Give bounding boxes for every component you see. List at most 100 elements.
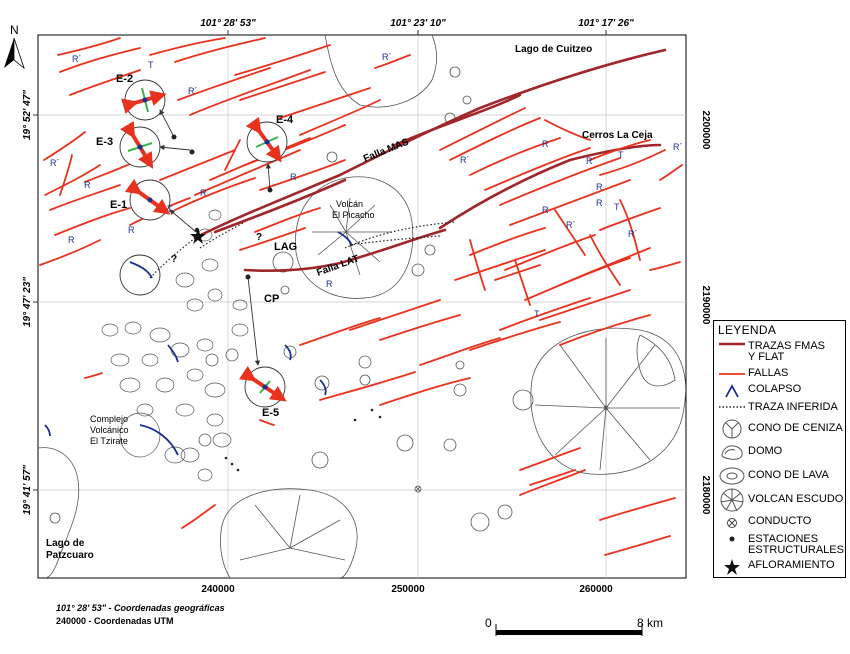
mark-question: ? xyxy=(256,232,262,243)
coord-top-1: 101° 28' 53" xyxy=(200,18,256,29)
coord-left-2: 19° 47' 23" xyxy=(22,277,33,327)
label-lago-patzcuaro-1: Lago de xyxy=(46,538,85,549)
label-tzirate-3: El Tzirate xyxy=(90,436,128,446)
coord-left-3: 19° 41' 57" xyxy=(22,465,33,515)
lago-patzcuaro-shore xyxy=(38,447,80,578)
mark-r-prime: R´ xyxy=(382,52,392,62)
label-e1: E-1 xyxy=(110,199,127,211)
mark-r-prime: R´ xyxy=(188,86,198,96)
shield-volcano-right xyxy=(530,327,686,475)
mark-r-prime: R´ xyxy=(586,156,596,166)
legend-item-cono-lava: CONO DE LAVA xyxy=(714,465,847,487)
legend-label-domo: DOMO xyxy=(748,445,783,457)
legend-item-colapso: COLAPSO xyxy=(714,381,847,401)
mark-r: R xyxy=(200,188,207,198)
grid-lines xyxy=(38,35,686,578)
mark-r-prime: R´ xyxy=(50,158,60,168)
mark-r: R xyxy=(542,139,549,149)
label-lago-patzcuaro-2: Patzcuaro xyxy=(46,550,94,561)
conduit-icon xyxy=(727,518,737,528)
cinder-cone-icon xyxy=(722,419,742,439)
mark-r: R xyxy=(596,182,603,192)
mark-r-prime: R´ xyxy=(72,54,82,64)
label-cerros-la-ceja: Cerros La Ceja xyxy=(582,130,653,141)
mark-r: R xyxy=(68,235,75,245)
station-connectors xyxy=(159,109,272,366)
dome-icon xyxy=(721,445,743,460)
collapse-triangle-icon xyxy=(725,384,739,398)
mark-r-prime: R´ xyxy=(566,220,576,230)
utm-right-1: 2200000 xyxy=(700,111,711,150)
station-dot-icon xyxy=(729,536,735,542)
label-e3: E-3 xyxy=(96,136,113,148)
label-tzirate-2: Volcánico xyxy=(90,425,129,435)
legend-item-inferida: TRAZA INFERIDA xyxy=(714,399,847,419)
mark-r: R xyxy=(84,180,91,190)
lago-cuitzeo-shore xyxy=(324,35,437,108)
legend-item-fmas: TRAZAS FMAS Y FLAT xyxy=(714,338,847,364)
coord-top-3: 101° 17' 26" xyxy=(578,18,634,29)
conduits xyxy=(414,485,422,493)
label-e5: E-5 xyxy=(262,407,279,419)
mark-r: R xyxy=(596,198,603,208)
mark-r-prime: R´ xyxy=(673,142,683,152)
legend-label-estaciones: ESTACIONES ESTRUCTURALES xyxy=(748,533,844,556)
utm-right-3: 2180000 xyxy=(700,476,711,515)
collapse-scarps xyxy=(44,231,353,456)
legend-item-estaciones: ESTACIONES ESTRUCTURALES xyxy=(714,531,847,557)
mark-r: R xyxy=(290,172,297,182)
north-arrow xyxy=(4,37,25,70)
footer-utm-note: 240000 - Coordenadas UTM xyxy=(56,616,174,626)
mark-t: T xyxy=(148,60,154,70)
afloramiento-star xyxy=(190,228,206,244)
mark-r-prime: R´ xyxy=(628,229,638,239)
legend-label-volcan-escudo: VOLCAN ESCUDO xyxy=(748,493,844,505)
label-tzirate-1: Complejo xyxy=(90,414,128,424)
legend-label-afloramiento: AFLORAMIENTO xyxy=(748,559,835,571)
label-e2: E-2 xyxy=(116,73,133,85)
label-lago-cuitzeo: Lago de Cuitzeo xyxy=(515,44,592,55)
legend-item-fallas: FALLAS xyxy=(714,365,847,385)
mark-t: T xyxy=(167,204,173,214)
mark-t: T xyxy=(534,309,540,319)
master-fault-traces xyxy=(193,48,667,273)
mark-r: R xyxy=(326,279,333,289)
utm-bottom-1: 240000 xyxy=(201,584,235,595)
label-volcan: Volcán xyxy=(336,199,363,209)
scale-bar xyxy=(495,624,643,636)
legend-item-afloramiento: AFLORAMIENTO xyxy=(714,557,847,577)
coord-left-1: 19° 52' 47" xyxy=(22,90,33,140)
legend: LEYENDA TRAZAS FMAS Y FLAT FALLAS COLAPSO… xyxy=(713,320,846,578)
mark-t: T xyxy=(618,150,624,160)
utm-bottom-2: 250000 xyxy=(391,584,425,595)
utm-bottom-3: 260000 xyxy=(579,584,613,595)
legend-label-colapso: COLAPSO xyxy=(748,383,802,395)
legend-item-cono-ceniza: CONO DE CENIZA xyxy=(714,417,847,441)
station-e5-stereonet xyxy=(238,365,287,408)
coord-top-2: 101° 23' 10" xyxy=(390,18,446,29)
station-extra-circle xyxy=(119,254,161,296)
footer-geo-note: 101° 28' 53" - Coordenadas geográficas xyxy=(56,603,225,613)
legend-label-conducto: CONDUCTO xyxy=(748,515,812,527)
station-e4-stereonet xyxy=(245,116,288,163)
legend-item-domo: DOMO xyxy=(714,441,847,463)
station-e3-stereonet xyxy=(119,121,161,169)
legend-label-cono-lava: CONO DE LAVA xyxy=(748,469,829,481)
utm-right-2: 2190000 xyxy=(700,286,711,325)
legend-item-conducto: CONDUCTO xyxy=(714,513,847,533)
scale-end: 8 km xyxy=(637,616,663,630)
station-e2-stereonet xyxy=(121,79,167,121)
mark-t: T xyxy=(614,202,620,212)
shield-volcano-icon xyxy=(720,488,744,512)
label-el-picacho: El Picacho xyxy=(332,210,375,220)
mark-r: R xyxy=(128,225,135,235)
fmas-trace-swatch xyxy=(719,342,745,346)
station-e1-stereonet xyxy=(124,178,171,221)
legend-label-inferida: TRAZA INFERIDA xyxy=(748,401,838,413)
shield-volcano-bottom xyxy=(220,488,358,578)
mark-r-prime: R´ xyxy=(460,155,470,165)
cinder-cones xyxy=(49,66,534,532)
tzirate-domes xyxy=(101,209,249,482)
mark-question: ? xyxy=(171,254,177,265)
